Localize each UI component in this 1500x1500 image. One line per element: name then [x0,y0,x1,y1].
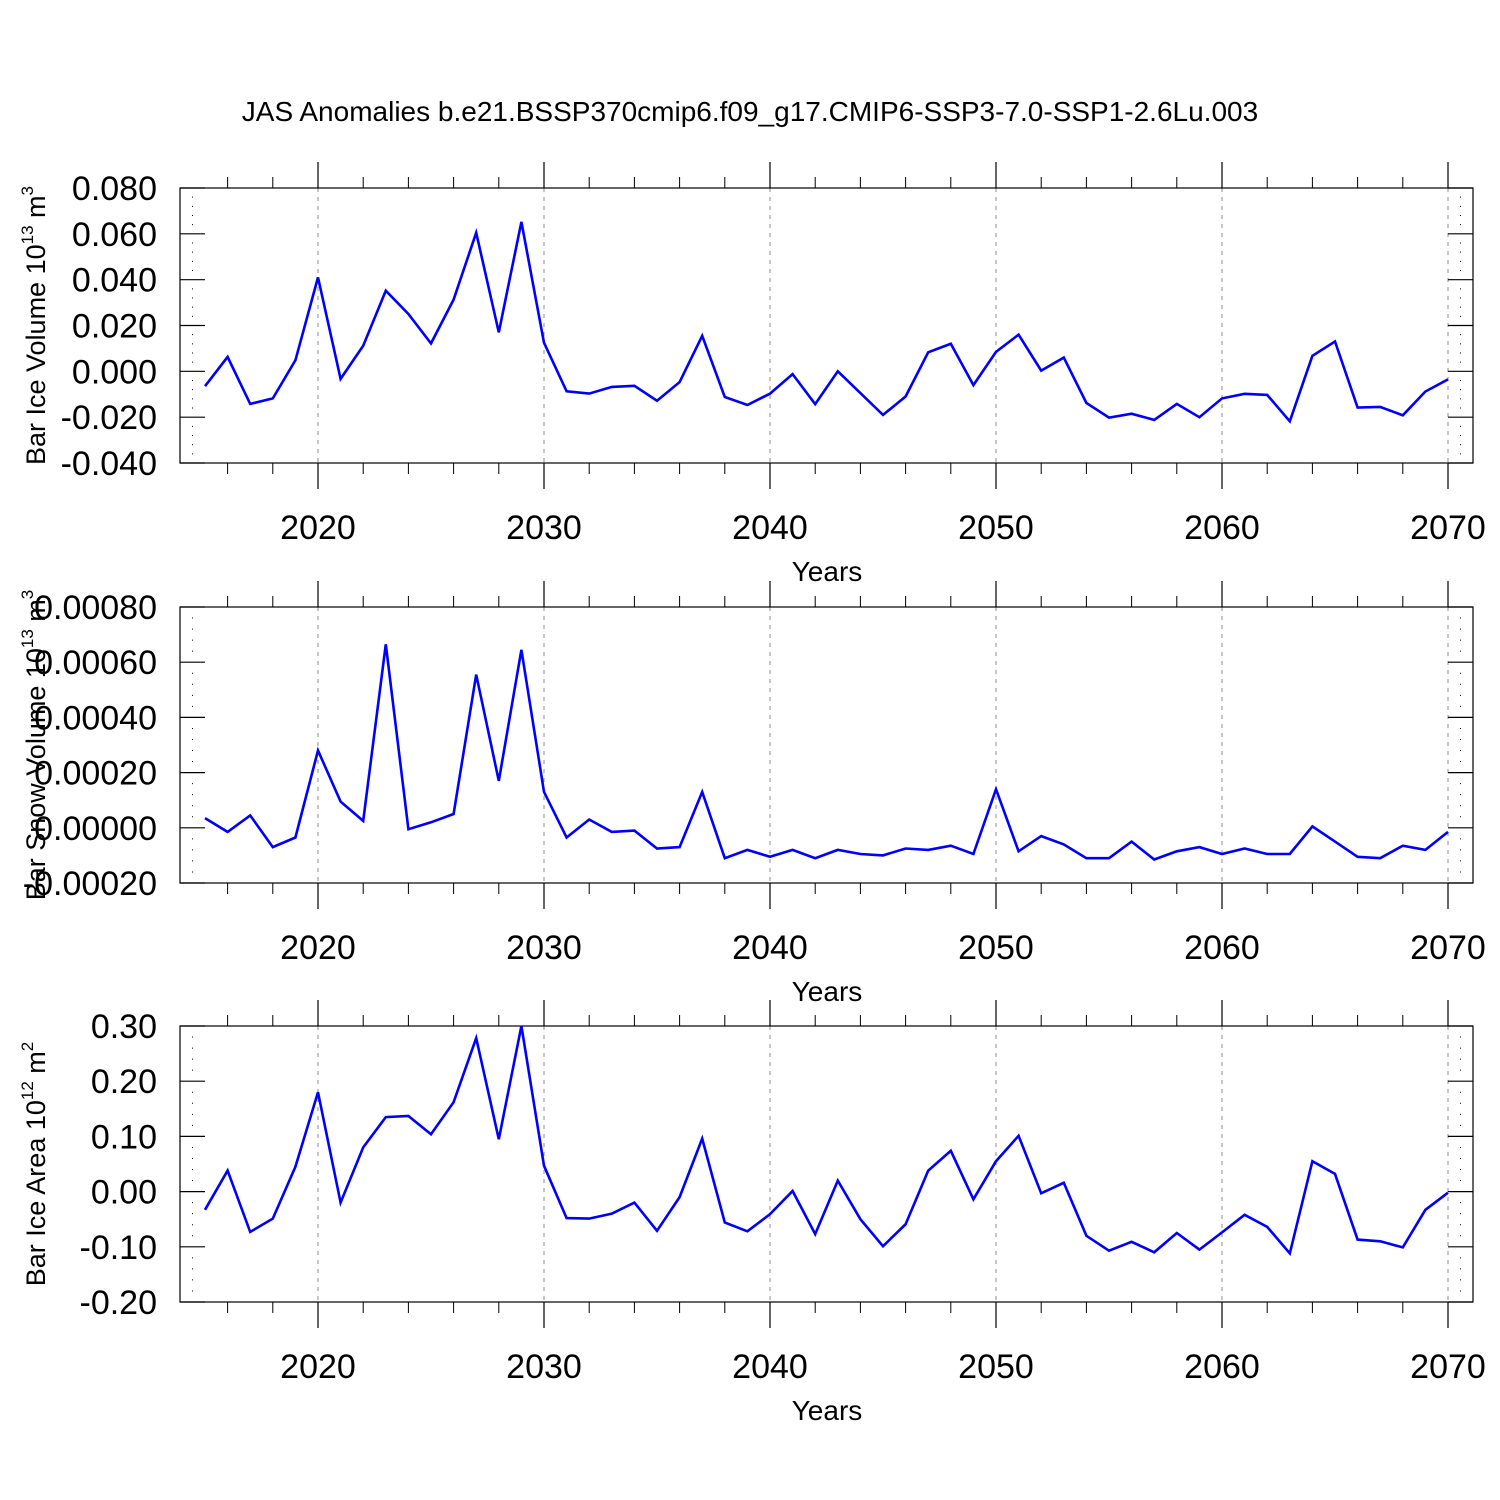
panel3-x-tick-label: 2050 [958,1348,1034,1386]
panel1-x-tick-label: 2030 [506,509,582,547]
panel3-x-axis-label: Years [792,1395,863,1426]
panel2-x-tick-label: 2060 [1184,929,1260,967]
panel1-x-axis-label: Years [792,556,863,587]
panel3-y-tick-label: -0.10 [80,1229,158,1267]
panel2-x-axis-label: Years [792,976,863,1007]
panel1-x-tick-label: 2020 [280,509,356,547]
panel1-y-tick-label: 0.020 [72,308,157,346]
panel2-y-tick-label: 0.00080 [34,589,157,627]
panel3-y-tick-label: 0.20 [91,1063,157,1101]
panel3-x-tick-label: 2020 [280,1348,356,1386]
panel3-y-tick-label: 0.30 [91,1008,157,1046]
panel3-y-tick-label: -0.20 [80,1284,158,1322]
panel2-y-tick-label: 0.00060 [34,644,157,682]
chart-title: JAS Anomalies b.e21.BSSP370cmip6.f09_g17… [241,96,1259,127]
panel1-series-line [203,221,1449,424]
panel3-series-line [203,1025,1449,1257]
panel2-y-tick-label: 0.00020 [34,755,157,793]
panel1-y-tick-label: -0.040 [61,445,157,483]
panel2-x-tick-label: 2030 [506,929,582,967]
panel3-x-tick-label: 2030 [506,1348,582,1386]
panel1-y-tick-label: 0.060 [72,216,157,254]
panel3-x-tick-label: 2040 [732,1348,808,1386]
panel1-y-axis-label: Bar Ice Volume 1013 m3 [18,186,51,465]
panel2-series-line [204,644,1449,861]
panel1-y-tick-label: 0.080 [72,170,157,208]
panel2-plot-frame [179,606,1474,884]
panel1-x-tick-label: 2040 [732,509,808,547]
panel1-plot-frame [179,187,1474,464]
panel1-y-tick-label: 0.040 [72,262,157,300]
panel2-y-tick-label: 0.00040 [34,699,157,737]
panel3-plot-frame [179,1025,1474,1303]
panel2-y-tick-label: -0.00020 [23,865,157,903]
panel2-x-tick-label: 2050 [958,929,1034,967]
panel3-y-tick-label: 0.00 [91,1174,157,1212]
panel3-y-axis-label: Bar Ice Area 1012 m2 [18,1042,51,1287]
panel3-y-tick-label: 0.10 [91,1118,157,1156]
panel2-y-tick-label: 0.00000 [34,810,157,848]
panel1-y-tick-label: 0.000 [72,353,157,391]
panel1-y-tick-label: -0.020 [61,399,157,437]
panel2-y-axis-label: Bar Snow Volume 1013 m3 [18,590,51,901]
panel1-x-tick-label: 2070 [1410,509,1486,547]
panel3-x-tick-label: 2060 [1184,1348,1260,1386]
panel2-x-tick-label: 2070 [1410,929,1486,967]
panel3-x-tick-label: 2070 [1410,1348,1486,1386]
panel2-x-tick-label: 2040 [732,929,808,967]
panel1-x-tick-label: 2060 [1184,509,1260,547]
panel2-x-tick-label: 2020 [280,929,356,967]
panel1-x-tick-label: 2050 [958,509,1034,547]
